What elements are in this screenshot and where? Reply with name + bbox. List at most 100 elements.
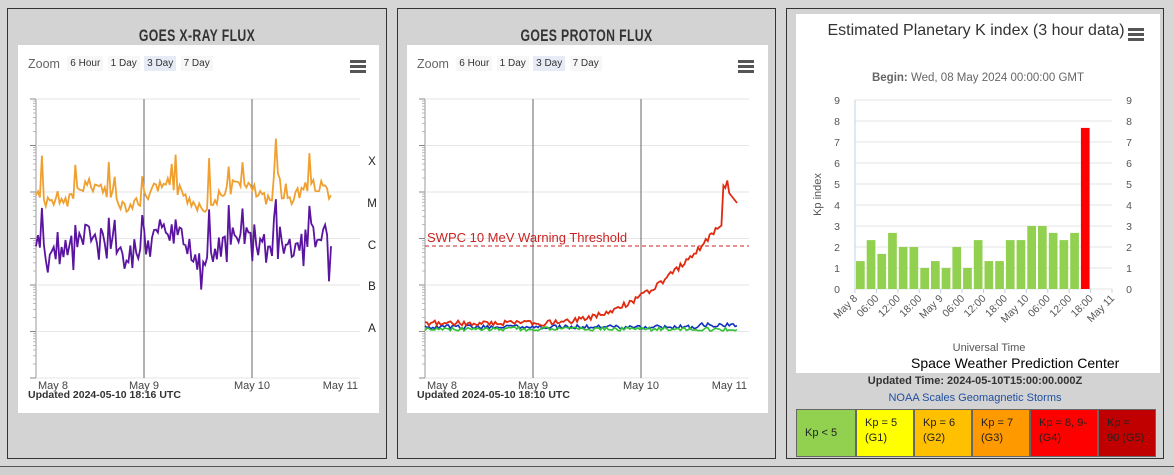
kp-scale-text: (G4) [1039,432,1061,444]
kp-scale-cell-g4: Kp = 8, 9- (G4) [1030,409,1098,457]
kp-y-tick-label: 1 [834,263,840,275]
kp-y-tick-label-right: 2 [1126,242,1132,254]
kp-scale-cell-g2: Kp = 6 (G2) [914,409,972,457]
kp-begin: Begin: Wed, 08 May 2024 00:00:00 GMT [796,72,1160,84]
proton-zoom-bar: Zoom 6 Hour 1 Day 3 Day 7 Day [417,56,603,72]
kp-scale-cell-g3: Kp = 7 (G3) [972,409,1030,457]
kp-y-tick-label-right: 9 [1126,95,1132,107]
proton-zoom-3d[interactable]: 3 Day [533,56,566,72]
kp-x-tick-label: 12:00 [876,293,903,320]
kp-bar [1027,226,1036,289]
xray-x-tick-label: May 8 [38,380,68,392]
proton-x-tick-label: May 8 [427,380,457,392]
kp-scale-cell-g1: Kp = 5 (G1) [856,409,914,457]
kp-y-tick-label: 7 [834,137,840,149]
kp-x-tick-label: 06:00 [940,293,967,320]
kp-y-axis-title: Kp index [812,173,824,216]
kp-bar [898,247,908,289]
kp-scale-text: 90 (G5) [1107,432,1145,444]
kp-y-tick-label-right: 1 [1126,263,1132,275]
proton-series-100mev [424,325,738,333]
xray-zoom-1d[interactable]: 1 Day [107,56,140,72]
kp-bar [856,261,865,289]
kp-panel: Estimated Planetary K index (3 hour data… [786,8,1164,459]
xray-class-label: M [367,198,377,210]
xray-class-label: C [368,240,376,252]
kp-bar [1048,232,1058,289]
kp-bar [1016,240,1026,289]
kp-bar [963,268,972,289]
kp-begin-label: Begin: [871,72,908,84]
kp-y-tick-label: 8 [834,116,840,128]
kp-bar [995,261,1004,289]
proton-x-tick-label: May 11 [712,380,747,392]
xray-zoom-bar: Zoom 6 Hour 1 Day 3 Day 7 Day [28,56,214,72]
xray-zoom-3d[interactable]: 3 Day [144,56,177,72]
kp-bar [920,268,929,289]
proton-zoom-6h[interactable]: 6 Hour [456,56,493,72]
kp-y-tick-label: 5 [834,179,840,191]
kp-title: Estimated Planetary K index (3 hour data… [827,22,1125,39]
kp-y-tick-label-right: 4 [1126,200,1132,212]
kp-scale-cell-g5: Kp = 90 (G5) [1098,409,1156,457]
xray-class-label: X [368,156,376,168]
xray-chart-card: Zoom 6 Hour 1 Day 3 Day 7 Day May 8 May 9… [18,45,379,413]
page-bottom-bar [0,466,1174,475]
proton-panel: GOES PROTON FLUX Zoom 6 Hour 1 Day 3 Day… [397,8,776,459]
kp-y-tick-label-right: 7 [1126,137,1132,149]
kp-scale-text: Kp = [1107,417,1130,429]
proton-zoom-label: Zoom [417,56,449,71]
kp-scale-text: (G1) [865,432,887,444]
kp-updated-time: Updated Time: 2024-05-10T15:00:00.000Z [867,375,1083,387]
kp-bar [866,240,876,289]
kp-credit: Space Weather Prediction Center [911,355,1120,371]
kp-x-tick-label: 06:00 [1026,293,1053,320]
proton-x-tick-label: May 10 [623,380,659,392]
kp-y-tick-label: 9 [834,95,840,107]
xray-title: GOES X-RAY FLUX [138,26,256,45]
kp-scale-text: Kp = 6 [923,417,956,429]
proton-plot: May 8 May 9 May 10 May 11 SWPC 10 MeV Warnin… [419,98,749,392]
kp-bar [1059,240,1069,289]
kp-bar [1080,127,1090,290]
kp-scale-text: Kp < 5 [805,427,838,439]
kp-bar [941,268,951,289]
kp-x-tick-label: 06:00 [854,293,881,320]
xray-zoom-7d[interactable]: 7 Day [180,56,213,72]
proton-zoom-1d[interactable]: 1 Day [496,56,529,72]
kp-y-tick-label-right: 6 [1126,158,1132,170]
kp-scale-cell-quiet: Kp < 5 [796,409,856,457]
kp-scale-text: Kp = 5 [865,417,898,429]
kp-chart-card: Estimated Planetary K index (3 hour data… [796,14,1160,373]
proton-chart-card: Zoom 6 Hour 1 Day 3 Day 7 Day May 8 May 9… [407,45,768,413]
kp-bar [877,253,887,289]
xray-panel: GOES X-RAY FLUX Zoom 6 Hour 1 Day 3 Day … [7,8,387,459]
kp-y-tick-label: 3 [834,221,840,233]
kp-y-tick-label: 6 [834,158,840,170]
kp-bar [1070,232,1079,289]
xray-x-tick-label: May 10 [234,380,270,392]
kp-bar [909,247,919,289]
xray-zoom-6h[interactable]: 6 Hour [67,56,104,72]
kp-scale-text: Kp = 7 [981,417,1014,429]
xray-menu-icon[interactable] [350,60,366,73]
kp-begin-value: Wed, 08 May 2024 00:00:00 GMT [910,72,1084,84]
noaa-scales-link[interactable]: NOAA Scales Geomagnetic Storms [888,392,1062,404]
xray-updated: Updated 2024-05-10 18:16 UTC [28,389,181,401]
kp-menu-icon[interactable] [1128,28,1144,41]
kp-bar [952,247,962,289]
proton-zoom-7d[interactable]: 7 Day [569,56,602,72]
proton-menu-icon[interactable] [738,60,754,73]
xray-zoom-label: Zoom [28,56,60,71]
kp-bar [1005,240,1015,289]
proton-updated: Updated 2024-05-10 18:10 UTC [417,389,570,401]
kp-bar [984,261,994,289]
kp-x-tick-label: May 9 [917,293,946,322]
kp-y-tick-label-right: 0 [1126,284,1132,296]
kp-x-tick-label: 12:00 [1047,293,1074,320]
kp-y-tick-label: 2 [834,242,840,254]
xray-x-tick-label: May 11 [323,380,358,392]
xray-series-short [35,199,332,290]
xray-class-label: A [368,323,376,335]
